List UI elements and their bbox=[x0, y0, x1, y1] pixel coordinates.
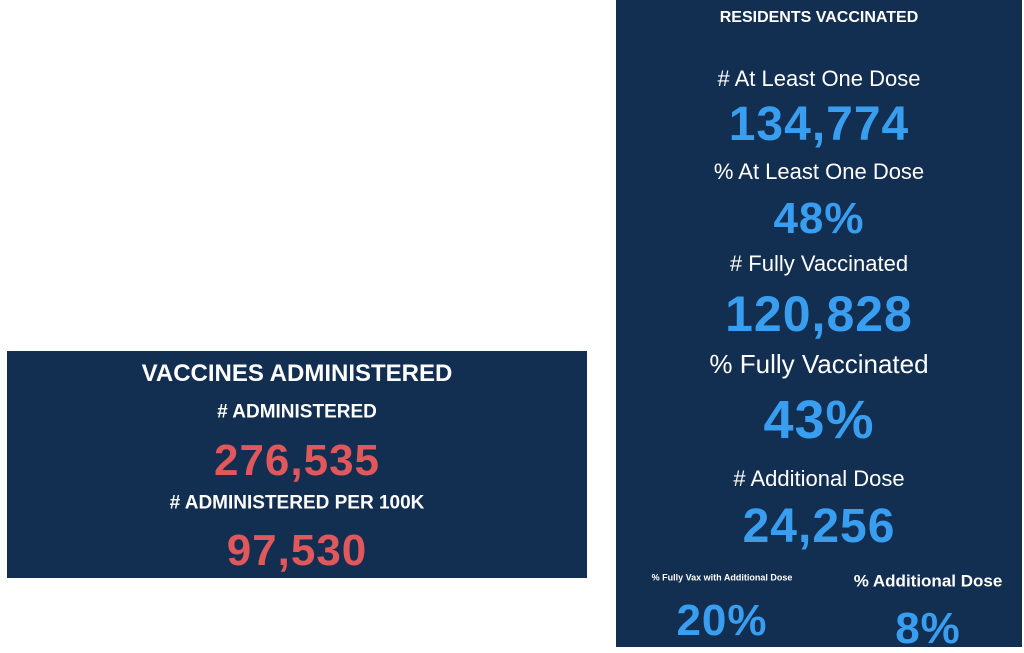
residents-vaccinated-panel: RESIDENTS VACCINATED # At Least One Dose… bbox=[616, 0, 1022, 651]
metric-label: % At Least One Dose bbox=[713, 159, 925, 184]
metric-value: 24,256 bbox=[742, 500, 896, 553]
metric-label: # Fully Vaccinated bbox=[729, 251, 909, 276]
panel-title: VACCINES ADMINISTERED bbox=[141, 360, 453, 387]
metric-value: 120,828 bbox=[725, 286, 913, 342]
metric-value: 276,535 bbox=[213, 436, 381, 485]
metric-value: 48% bbox=[773, 194, 865, 243]
metric-label: % Fully Vax with Additional Dose bbox=[651, 572, 793, 583]
metric-label: # ADMINISTERED bbox=[217, 401, 377, 423]
metric-value: 97,530 bbox=[226, 526, 368, 575]
metric-label: # At Least One Dose bbox=[717, 66, 921, 91]
vaccines-administered-panel: VACCINES ADMINISTERED # ADMINISTERED 276… bbox=[7, 351, 587, 578]
metric-label: # ADMINISTERED PER 100K bbox=[169, 492, 425, 514]
metric-value: 20% bbox=[676, 596, 768, 645]
metric-label: % Additional Dose bbox=[853, 571, 1003, 591]
metric-value: 134,774 bbox=[728, 98, 910, 151]
metric-label: % Fully Vaccinated bbox=[709, 349, 929, 379]
metric-value: 8% bbox=[895, 604, 961, 653]
metric-value: 43% bbox=[763, 390, 875, 450]
metric-label: # Additional Dose bbox=[733, 466, 905, 491]
panel-title: RESIDENTS VACCINATED bbox=[719, 9, 919, 26]
